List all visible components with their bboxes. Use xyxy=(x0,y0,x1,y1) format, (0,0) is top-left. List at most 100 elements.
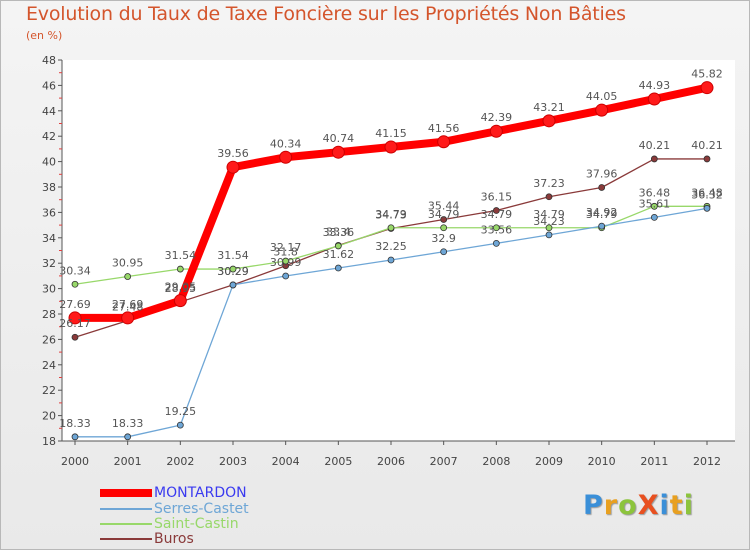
data-label-buros: 34.73 xyxy=(375,209,407,222)
data-point-saint-castin xyxy=(71,280,79,288)
data-point-buros xyxy=(650,155,658,163)
data-point-saint-castin xyxy=(650,202,658,210)
data-label-montardon: 41.15 xyxy=(375,127,407,140)
data-point-saint-castin xyxy=(124,273,132,280)
x-tick-label: 2004 xyxy=(272,455,300,468)
data-point-montardon xyxy=(595,103,609,117)
chart-title: Evolution du Taux de Taxe Foncière sur l… xyxy=(26,3,626,25)
data-label-saint-castin: 34.79 xyxy=(375,208,407,221)
data-point-serres-castet xyxy=(440,248,448,256)
data-point-serres-castet xyxy=(124,433,132,441)
data-point-buros xyxy=(440,216,448,223)
data-label-serres-castet: 33.56 xyxy=(481,223,513,236)
data-point-serres-castet xyxy=(387,256,395,264)
data-point-serres-castet xyxy=(598,222,606,230)
chart-subtitle: (en %) xyxy=(26,29,63,42)
x-tick-label: 2000 xyxy=(61,455,89,468)
x-tick-label: 2011 xyxy=(640,455,668,468)
y-tick-label: 40 xyxy=(42,156,56,169)
data-label-buros: 26.17 xyxy=(59,317,91,330)
data-label-serres-castet: 31.62 xyxy=(323,248,355,261)
data-label-serres-castet: 19.25 xyxy=(165,405,197,418)
y-tick-label: 34 xyxy=(42,232,56,245)
y-tick-label: 36 xyxy=(42,206,56,219)
data-label-saint-castin: 36.48 xyxy=(691,186,723,199)
data-label-saint-castin: 34.79 xyxy=(428,208,460,221)
x-tick-label: 2006 xyxy=(377,455,405,468)
data-label-montardon: 27.69 xyxy=(112,298,144,311)
logo-letter: P xyxy=(583,490,604,521)
data-label-montardon: 29.05 xyxy=(165,281,197,294)
data-point-serres-castet xyxy=(334,264,342,272)
legend-label-saint-castin: Saint-Castin xyxy=(154,516,239,532)
data-point-saint-castin xyxy=(545,224,553,232)
data-label-buros: 30.29 xyxy=(217,265,249,278)
logo-letter: r xyxy=(603,490,619,521)
x-tick-label: 2005 xyxy=(324,455,352,468)
data-point-montardon xyxy=(68,311,82,325)
logo-letter: i xyxy=(683,490,694,521)
data-label-montardon: 45.82 xyxy=(691,68,723,81)
data-point-saint-castin xyxy=(229,265,237,273)
data-label-montardon: 44.05 xyxy=(586,90,618,103)
data-point-montardon xyxy=(226,160,240,174)
legend-label-serres-castet: Serres-Castet xyxy=(154,501,249,517)
data-label-buros: 36.15 xyxy=(481,190,513,203)
data-point-buros xyxy=(598,184,606,191)
data-point-serres-castet xyxy=(545,231,553,239)
y-tick-label: 22 xyxy=(42,384,56,397)
data-point-serres-castet xyxy=(703,204,711,212)
logo-letter: o xyxy=(618,490,638,521)
data-label-buros: 33.4 xyxy=(326,225,351,238)
data-point-buros xyxy=(71,333,79,341)
data-label-saint-castin: 34.79 xyxy=(481,208,513,221)
data-label-serres-castet: 32.9 xyxy=(431,232,456,245)
plot-area xyxy=(62,60,735,441)
data-label-serres-castet: 34.23 xyxy=(533,215,565,228)
data-label-saint-castin: 34.79 xyxy=(586,208,618,221)
legend-swatch-montardon xyxy=(100,489,152,497)
data-label-buros: 40.21 xyxy=(639,139,671,152)
legend-label-montardon: MONTARDON xyxy=(154,485,247,501)
data-label-saint-castin: 30.95 xyxy=(112,257,144,270)
data-label-serres-castet: 18.33 xyxy=(59,417,91,430)
data-point-serres-castet xyxy=(71,433,79,441)
data-label-montardon: 42.39 xyxy=(481,111,513,124)
x-tick-label: 2010 xyxy=(588,455,616,468)
y-tick-label: 24 xyxy=(42,359,56,372)
data-label-montardon: 27.69 xyxy=(59,298,91,311)
data-label-montardon: 40.74 xyxy=(323,132,355,145)
y-tick-label: 44 xyxy=(42,105,56,118)
data-point-montardon xyxy=(700,81,714,95)
x-tick-label: 2003 xyxy=(219,455,247,468)
x-tick-label: 2007 xyxy=(430,455,458,468)
y-tick-label: 32 xyxy=(42,257,56,270)
data-label-serres-castet: 30.29 xyxy=(217,265,249,278)
y-tick-label: 42 xyxy=(42,130,56,143)
x-tick-label: 2009 xyxy=(535,455,563,468)
data-label-saint-castin: 31.54 xyxy=(217,249,249,262)
data-point-montardon xyxy=(542,114,556,128)
legend-item-serres-castet: Serres-Castet xyxy=(100,502,249,516)
data-point-serres-castet xyxy=(650,213,658,221)
legend-label-buros: Buros xyxy=(154,531,194,547)
legend-item-buros: Buros xyxy=(100,532,194,546)
data-point-buros xyxy=(492,207,500,214)
data-point-montardon xyxy=(279,150,293,164)
logo-letter: X xyxy=(637,490,660,521)
data-label-buros: 40.21 xyxy=(691,139,723,152)
data-point-saint-castin xyxy=(440,224,448,232)
data-label-serres-castet: 36.32 xyxy=(691,188,723,201)
legend-swatch-buros xyxy=(100,538,152,540)
y-tick-label: 46 xyxy=(42,79,56,92)
data-label-montardon: 44.93 xyxy=(639,79,671,92)
logo-letter: i xyxy=(659,490,670,521)
data-point-buros xyxy=(545,193,553,201)
data-label-saint-castin: 34.79 xyxy=(533,208,565,221)
x-tick-label: 2002 xyxy=(166,455,194,468)
data-point-montardon xyxy=(489,124,503,138)
data-point-serres-castet xyxy=(282,272,290,280)
data-point-saint-castin xyxy=(176,265,184,273)
data-point-saint-castin xyxy=(334,242,342,250)
